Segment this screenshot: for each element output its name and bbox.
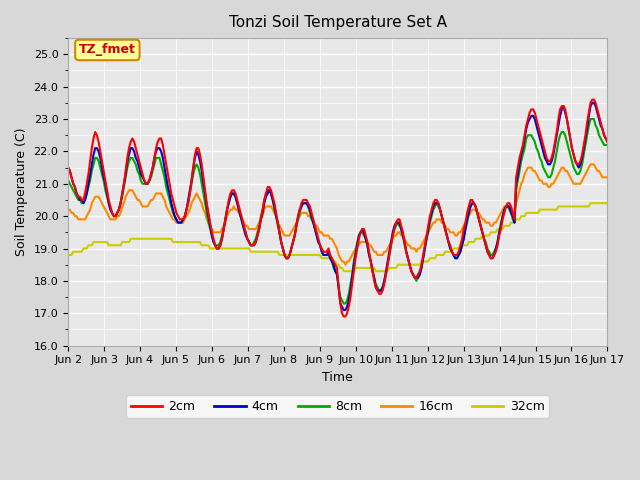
Line: 8cm: 8cm [68,119,607,303]
4cm [540,148,547,154]
2cm [64,165,72,170]
2cm [453,252,461,258]
2cm [340,313,348,319]
2cm [604,139,611,144]
2cm [142,181,150,187]
8cm [64,178,72,183]
32cm [509,220,516,226]
16cm [342,262,349,267]
8cm [345,291,353,297]
4cm [604,139,611,144]
8cm [142,181,150,187]
16cm [453,233,461,239]
8cm [540,165,547,170]
Line: 2cm: 2cm [68,100,607,316]
8cm [604,142,611,148]
16cm [540,181,547,187]
Legend: 2cm, 4cm, 8cm, 16cm, 32cm: 2cm, 4cm, 8cm, 16cm, 32cm [126,395,550,418]
32cm [453,246,461,252]
32cm [340,268,348,274]
4cm [446,246,454,252]
16cm [345,259,353,264]
32cm [142,236,150,241]
4cm [588,100,596,106]
2cm [540,142,547,148]
Line: 16cm: 16cm [68,164,607,264]
4cm [64,165,72,170]
16cm [587,161,595,167]
16cm [509,210,516,216]
Title: Tonzi Soil Temperature Set A: Tonzi Soil Temperature Set A [228,15,447,30]
8cm [587,116,595,122]
32cm [345,268,353,274]
2cm [345,304,353,310]
32cm [64,252,72,258]
8cm [453,255,461,261]
32cm [604,200,611,206]
4cm [509,213,516,219]
4cm [142,181,150,187]
8cm [340,300,348,306]
8cm [509,216,516,222]
Line: 32cm: 32cm [68,203,607,271]
2cm [509,210,516,216]
16cm [604,174,611,180]
16cm [142,204,150,209]
4cm [340,307,348,313]
Text: TZ_fmet: TZ_fmet [79,44,136,57]
X-axis label: Time: Time [323,371,353,384]
32cm [540,207,547,213]
4cm [453,255,461,261]
32cm [587,200,595,206]
Line: 4cm: 4cm [68,103,607,310]
2cm [446,242,454,248]
8cm [446,246,454,252]
16cm [446,229,454,235]
2cm [588,97,596,103]
16cm [64,207,72,213]
Y-axis label: Soil Temperature (C): Soil Temperature (C) [15,128,28,256]
32cm [446,249,454,254]
4cm [345,298,353,303]
